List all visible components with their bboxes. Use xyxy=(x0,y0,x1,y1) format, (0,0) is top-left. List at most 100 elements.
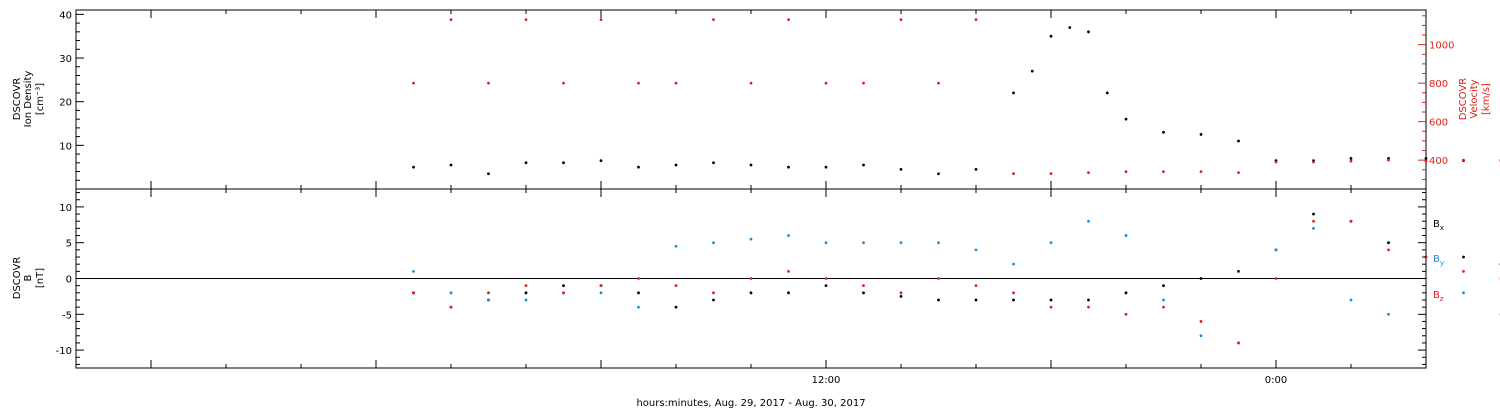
by-point xyxy=(599,291,603,295)
density-tick-label: 40 xyxy=(59,10,72,21)
plasma-x-ticks xyxy=(75,10,1427,189)
by-point xyxy=(449,291,453,295)
density-point xyxy=(1424,157,1428,160)
by-point xyxy=(862,241,865,245)
bx-point xyxy=(937,298,940,302)
density-point xyxy=(449,163,453,167)
by-point xyxy=(712,241,715,245)
by-point xyxy=(524,298,528,302)
bx-point xyxy=(524,291,528,295)
b-axis-label-1: DSCOVR xyxy=(12,257,23,300)
by-point xyxy=(899,241,903,245)
bz-point xyxy=(899,291,903,295)
by-point xyxy=(749,237,753,241)
velocity-point xyxy=(674,81,678,85)
density-tick-label: 30 xyxy=(59,54,72,65)
x-tick-label: 0:00 xyxy=(1265,375,1287,386)
plasma-points xyxy=(412,18,1500,176)
bz-point xyxy=(1049,305,1053,309)
bz-point xyxy=(937,277,940,280)
by-point xyxy=(1012,262,1015,266)
bz-point xyxy=(1162,305,1165,309)
density-point xyxy=(1068,26,1072,29)
density-tick-label: 20 xyxy=(59,98,72,109)
bz-point xyxy=(599,284,603,288)
bx-point xyxy=(974,298,978,302)
density-point xyxy=(524,161,528,165)
bx-point xyxy=(862,291,865,295)
density-point xyxy=(862,163,865,167)
density-point xyxy=(1237,139,1240,143)
velocity-point xyxy=(562,81,565,85)
by-point xyxy=(1274,248,1278,252)
velocity-point xyxy=(712,18,715,22)
plasma-panel: 10 20 30 40 400 600 800 1000 DSCOVR Ion Densit… xyxy=(12,9,1500,190)
bx-point xyxy=(712,298,715,302)
velocity-point xyxy=(1087,171,1090,175)
bx-point xyxy=(1462,255,1465,259)
by-point xyxy=(1312,226,1315,230)
b-x-ticks xyxy=(75,189,1427,368)
bx-point xyxy=(1012,298,1015,302)
b-tick-label: 0 xyxy=(66,275,72,286)
b-axis-label-2: B xyxy=(23,274,34,281)
velocity-point xyxy=(1274,160,1278,164)
bx-point xyxy=(1162,284,1165,288)
density-point xyxy=(599,159,603,163)
density-point xyxy=(1349,157,1353,160)
density-point xyxy=(749,163,753,167)
bx-point xyxy=(1124,291,1128,295)
density-point xyxy=(1087,30,1090,34)
density-point xyxy=(1049,34,1053,38)
velocity-y-ticks: 400 600 800 1000 xyxy=(1418,15,1454,180)
velocity-tick-label: 400 xyxy=(1429,156,1448,167)
velocity-point xyxy=(1199,170,1203,174)
b-axis-label-3: [nT] xyxy=(35,268,46,288)
bz-point xyxy=(712,291,715,295)
by-point xyxy=(1162,298,1165,302)
by-point xyxy=(1124,234,1128,237)
bz-point xyxy=(1462,269,1465,273)
b-y-ticks: -10 -5 0 5 10 xyxy=(56,192,1426,365)
density-tick-label: 10 xyxy=(59,141,72,152)
bz-point xyxy=(1312,219,1315,223)
magnetic-field-points xyxy=(412,212,1500,345)
density-point xyxy=(674,163,678,167)
by-point xyxy=(937,241,940,245)
bz-point xyxy=(1237,341,1240,345)
velocity-point xyxy=(1312,160,1315,164)
bx-point xyxy=(637,291,640,295)
velocity-axis-label-1: DSCOVR xyxy=(1458,78,1469,121)
velocity-point xyxy=(449,18,453,22)
velocity-point xyxy=(749,81,753,85)
velocity-point xyxy=(1162,170,1165,174)
by-point xyxy=(412,269,415,273)
bx-point xyxy=(1387,241,1390,245)
by-point xyxy=(1462,291,1465,295)
by-point xyxy=(487,298,490,302)
density-point xyxy=(1105,91,1109,95)
velocity-point xyxy=(524,18,528,22)
by-point xyxy=(674,244,678,248)
velocity-point xyxy=(412,81,415,85)
density-point xyxy=(1012,91,1015,95)
velocity-point xyxy=(1049,172,1053,176)
bz-point xyxy=(449,305,453,309)
density-point xyxy=(974,167,978,171)
by-point xyxy=(974,248,978,252)
bx-point xyxy=(674,305,678,309)
density-point xyxy=(937,172,940,176)
velocity-axis-label-3: [km/s] xyxy=(1481,83,1492,115)
velocity-point xyxy=(1237,171,1240,175)
velocity-axis-label-2: Velocity xyxy=(1469,79,1480,118)
velocity-point xyxy=(862,81,865,85)
bz-point xyxy=(1087,305,1090,309)
velocity-point xyxy=(937,81,940,85)
x-tick-label: 12:00 xyxy=(812,375,841,386)
bz-point xyxy=(637,277,640,280)
by-point xyxy=(824,241,828,245)
velocity-tick-label: 1000 xyxy=(1429,41,1454,52)
velocity-point xyxy=(974,18,978,22)
density-y-ticks: 10 20 30 40 xyxy=(59,10,84,190)
